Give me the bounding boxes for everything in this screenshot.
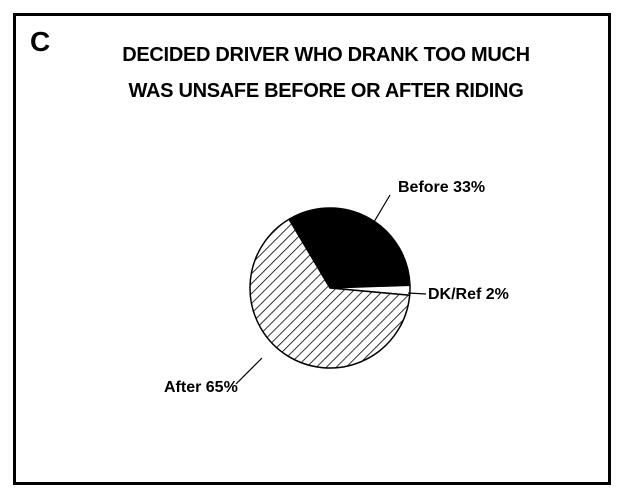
pie-slice-after — [249, 218, 411, 369]
leader-line-dk-ref — [407, 292, 427, 295]
leader-line-before — [367, 194, 391, 233]
chart-subtitle: WAS UNSAFE BEFORE OR AFTER RIDING — [128, 80, 524, 102]
slice-label-after: After 65% — [164, 379, 238, 396]
leader-line-after — [235, 357, 263, 385]
chart-title: DECIDED DRIVER WHO DRANK TOO MUCH — [122, 44, 530, 66]
slice-label-before: Before 33% — [398, 179, 485, 196]
pie-slice-before — [288, 207, 411, 289]
panel-label: C — [30, 26, 51, 57]
slice-label-dk-ref: DK/Ref 2% — [428, 286, 509, 303]
